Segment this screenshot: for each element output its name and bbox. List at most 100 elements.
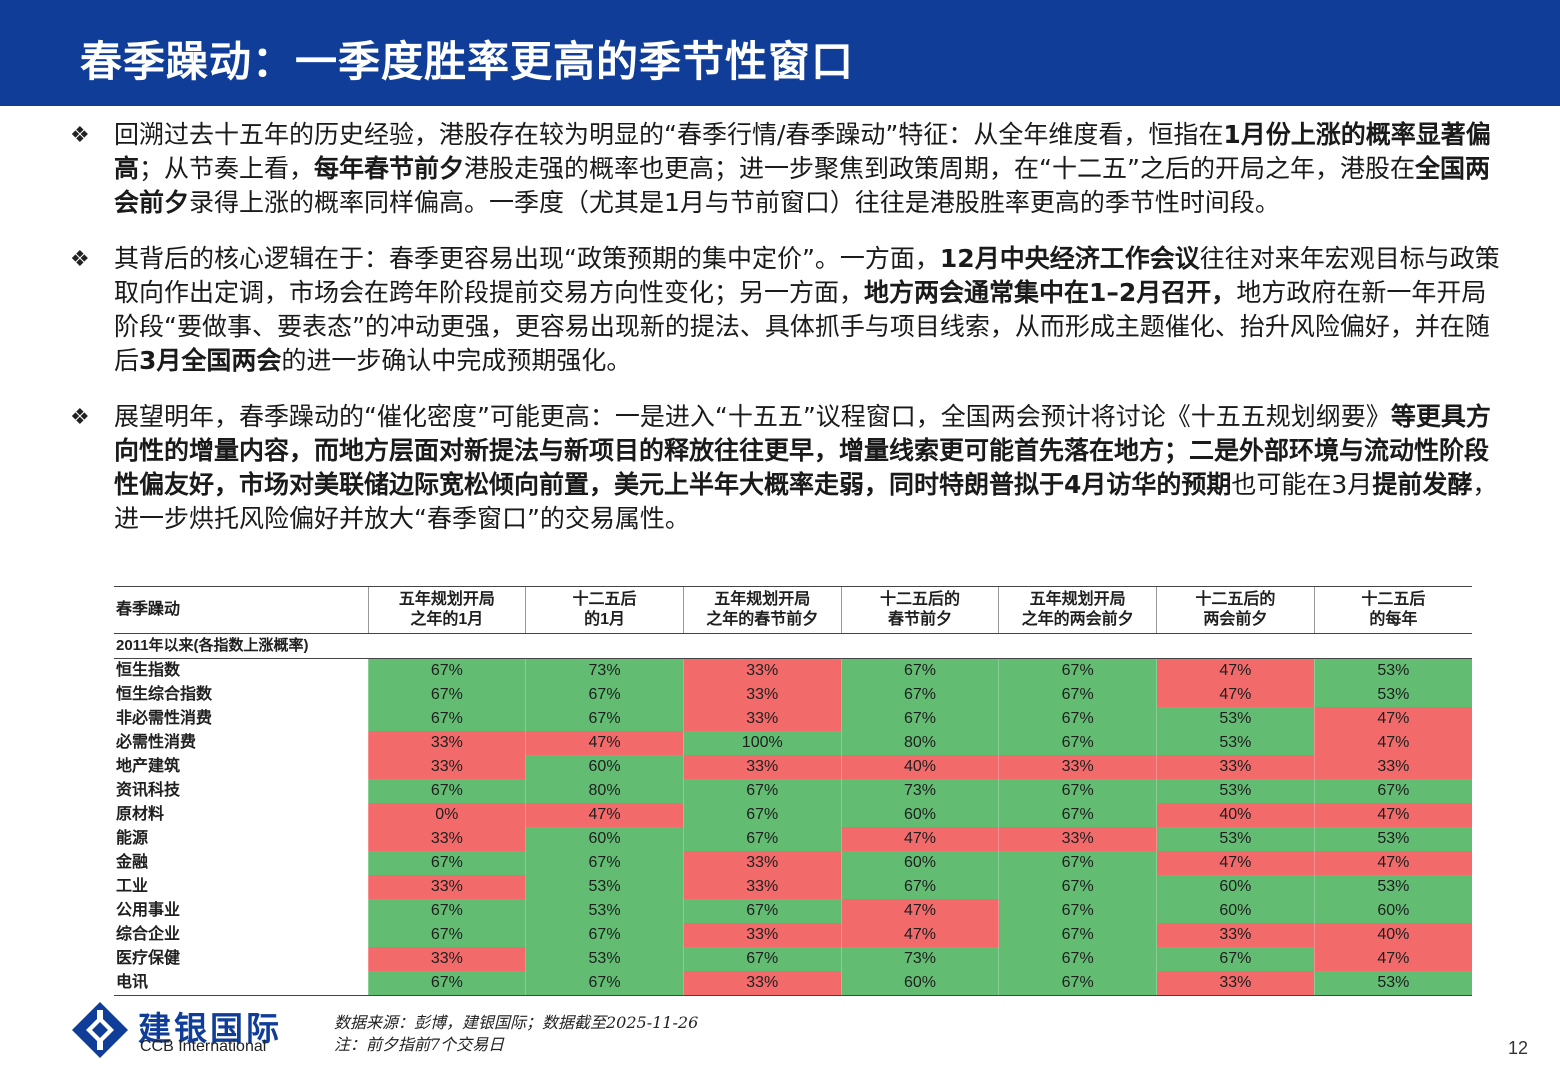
row-label: 地产建筑 xyxy=(116,758,181,775)
bullet-segment: 港股走强的概率也更高；进一步聚焦到政策周期，在“十二五”之后的开局之年，港股在 xyxy=(464,154,1415,183)
table-row: 公用事业 67% 53% 67% 47% 67% 60% 60% xyxy=(114,899,1472,923)
table-sub-label: 2011年以来(各指数上涨概率) xyxy=(114,633,368,659)
bullet-segment: ，进一步烘托风险偏好并放大“春季窗口”的交易属性。 xyxy=(114,470,1498,533)
column-header-line: 的每年 xyxy=(1369,611,1418,628)
probability-cell: 67% xyxy=(367,683,526,707)
row-label: 必需性消费 xyxy=(116,734,197,751)
probability-cell: 67% xyxy=(998,779,1157,803)
probability-cell: 60% xyxy=(1156,899,1315,923)
column-header-line: 十二五后 xyxy=(572,591,637,608)
bullet-diamond-icon: ❖ xyxy=(70,123,90,148)
probability-cell: 47% xyxy=(1156,683,1315,707)
row-label: 综合企业 xyxy=(116,926,181,943)
probability-cell: 67% xyxy=(1156,947,1315,971)
probability-cell: 60% xyxy=(525,827,684,851)
probability-cell: 53% xyxy=(1313,875,1472,899)
column-header-line: 春节前夕 xyxy=(887,611,952,628)
probability-cell: 53% xyxy=(525,899,684,923)
bullet-list: ❖ 回溯过去十五年的历史经验，港股存在较为明显的“春季行情/春季躁动”特征：从全年… xyxy=(70,118,1510,558)
column-header-line: 两会前夕 xyxy=(1203,611,1268,628)
footnotes: 数据来源：彭博，建银国际；数据截至2025-11-26 注：前夕指前7个交易日 xyxy=(334,1012,698,1056)
row-label: 公用事业 xyxy=(116,902,181,919)
bullet-emphasis: 3月全国两会 xyxy=(139,346,282,375)
table-row: 工业 33% 53% 33% 67% 67% 60% 53% xyxy=(114,875,1472,899)
column-header-line: 十二五后 xyxy=(1361,591,1426,608)
bullet-emphasis: 等更具方向性的增量内容，而地方层面对新提法与新项目的释放往往更早，增量线索更可能… xyxy=(114,402,1491,499)
probability-cell: 33% xyxy=(1313,755,1472,779)
probability-cell: 33% xyxy=(682,683,842,707)
row-label: 电讯 xyxy=(114,971,368,996)
row-label: 恒生指数 xyxy=(116,662,181,679)
column-header-line: 十二五后的 xyxy=(879,591,960,608)
table-row: 综合企业 67% 67% 33% 47% 67% 33% 40% xyxy=(114,923,1472,947)
probability-cell: 33% xyxy=(682,851,842,875)
probability-cell: 47% xyxy=(840,899,999,923)
row-label: 资讯科技 xyxy=(116,782,181,799)
bullet-diamond-icon: ❖ xyxy=(70,247,90,272)
probability-cell: 53% xyxy=(1156,707,1315,731)
column-header: 十二五后 的每年 xyxy=(1313,586,1472,634)
logo-text-cn: 建银国际 xyxy=(138,1009,282,1048)
probability-cell: 60% xyxy=(840,803,999,827)
bullet-emphasis: 1月份上涨的概率显著偏高 xyxy=(114,120,1491,183)
column-header-line: 十二五后的 xyxy=(1195,591,1276,608)
bullet-text: 展望明年，春季躁动的“催化密度”可能更高：一是进入“十五五”议程窗口，全国两会预… xyxy=(114,400,1510,536)
bullet-segment: 录得上涨的概率同样偏高。一季度（尤其是1月与节前窗口）往往是港股胜率更高的季节性… xyxy=(189,188,1280,217)
probability-table: 春季躁动 五年规划开局 之年的1月 十二五后 的1月 五年规划开局 之年的春节前夕 十二五后… xyxy=(114,586,1472,996)
bullet-segment: 回溯过去十五年的历史经验，港股存在较为明显的“春季行情/春季躁动”特征：从全年维… xyxy=(114,120,1224,149)
probability-cell: 0% xyxy=(367,803,526,827)
probability-cell: 47% xyxy=(1313,803,1472,827)
column-header-line: 五年规划开局 xyxy=(714,591,811,608)
probability-cell: 67% xyxy=(840,707,999,731)
probability-cell: 67% xyxy=(998,899,1157,923)
probability-cell: 67% xyxy=(998,923,1157,947)
probability-cell: 67% xyxy=(840,658,999,683)
probability-cell: 53% xyxy=(525,947,684,971)
probability-cell: 33% xyxy=(367,875,526,899)
table-row: 金融 67% 67% 33% 60% 67% 47% 47% xyxy=(114,851,1472,875)
row-label: 原材料 xyxy=(116,806,165,823)
table-row: 地产建筑 33% 60% 33% 40% 33% 33% 33% xyxy=(114,755,1472,779)
probability-cell: 67% xyxy=(998,851,1157,875)
source-note: 数据来源：彭博，建银国际；数据截至2025-11-26 xyxy=(334,1013,699,1032)
probability-cell: 67% xyxy=(998,731,1157,755)
probability-cell: 73% xyxy=(525,658,684,683)
probability-cell: 33% xyxy=(1156,971,1315,996)
table-row: 电讯 67% 67% 33% 60% 67% 33% 53% xyxy=(114,971,1472,996)
probability-cell: 53% xyxy=(1313,658,1472,683)
column-header-line: 五年规划开局 xyxy=(398,591,495,608)
probability-cell: 33% xyxy=(998,827,1157,851)
bullet-text: 其背后的核心逻辑在于：春季更容易出现“政策预期的集中定价”。一方面，12月中央经… xyxy=(114,242,1510,378)
bullet-diamond-icon: ❖ xyxy=(70,405,90,430)
bullet-segment: 展望明年，春季躁动的“催化密度”可能更高：一是进入“十五五”议程窗口，全国两会预… xyxy=(114,402,1391,431)
column-header: 五年规划开局 之年的1月 xyxy=(367,586,526,634)
probability-cell: 33% xyxy=(682,658,842,683)
logo-text-en: CCB International xyxy=(140,1038,267,1055)
probability-cell: 40% xyxy=(840,755,999,779)
probability-cell: 67% xyxy=(367,971,526,996)
bullet-text: 回溯过去十五年的历史经验，港股存在较为明显的“春季行情/春季躁动”特征：从全年维… xyxy=(114,118,1510,220)
probability-cell: 67% xyxy=(525,683,684,707)
column-header-line: 的1月 xyxy=(584,611,625,628)
probability-cell: 47% xyxy=(1313,851,1472,875)
probability-cell: 73% xyxy=(840,779,999,803)
ccb-logo-icon xyxy=(72,1002,128,1058)
probability-cell: 67% xyxy=(998,971,1157,996)
probability-cell: 33% xyxy=(682,707,842,731)
probability-cell: 47% xyxy=(1313,947,1472,971)
probability-cell: 67% xyxy=(682,779,842,803)
probability-cell: 67% xyxy=(525,707,684,731)
probability-cell: 53% xyxy=(1156,779,1315,803)
probability-cell: 40% xyxy=(1156,803,1315,827)
probability-cell: 67% xyxy=(998,803,1157,827)
column-header-line: 之年的1月 xyxy=(410,611,484,628)
column-header: 十二五后的1月 xyxy=(525,586,684,634)
probability-cell: 80% xyxy=(840,731,999,755)
probability-cell: 47% xyxy=(525,731,684,755)
row-label: 能源 xyxy=(116,830,149,847)
probability-cell: 33% xyxy=(682,923,842,947)
row-label: 工业 xyxy=(116,878,149,895)
probability-cell: 33% xyxy=(682,875,842,899)
probability-cell: 67% xyxy=(682,899,842,923)
probability-cell: 33% xyxy=(1156,755,1315,779)
